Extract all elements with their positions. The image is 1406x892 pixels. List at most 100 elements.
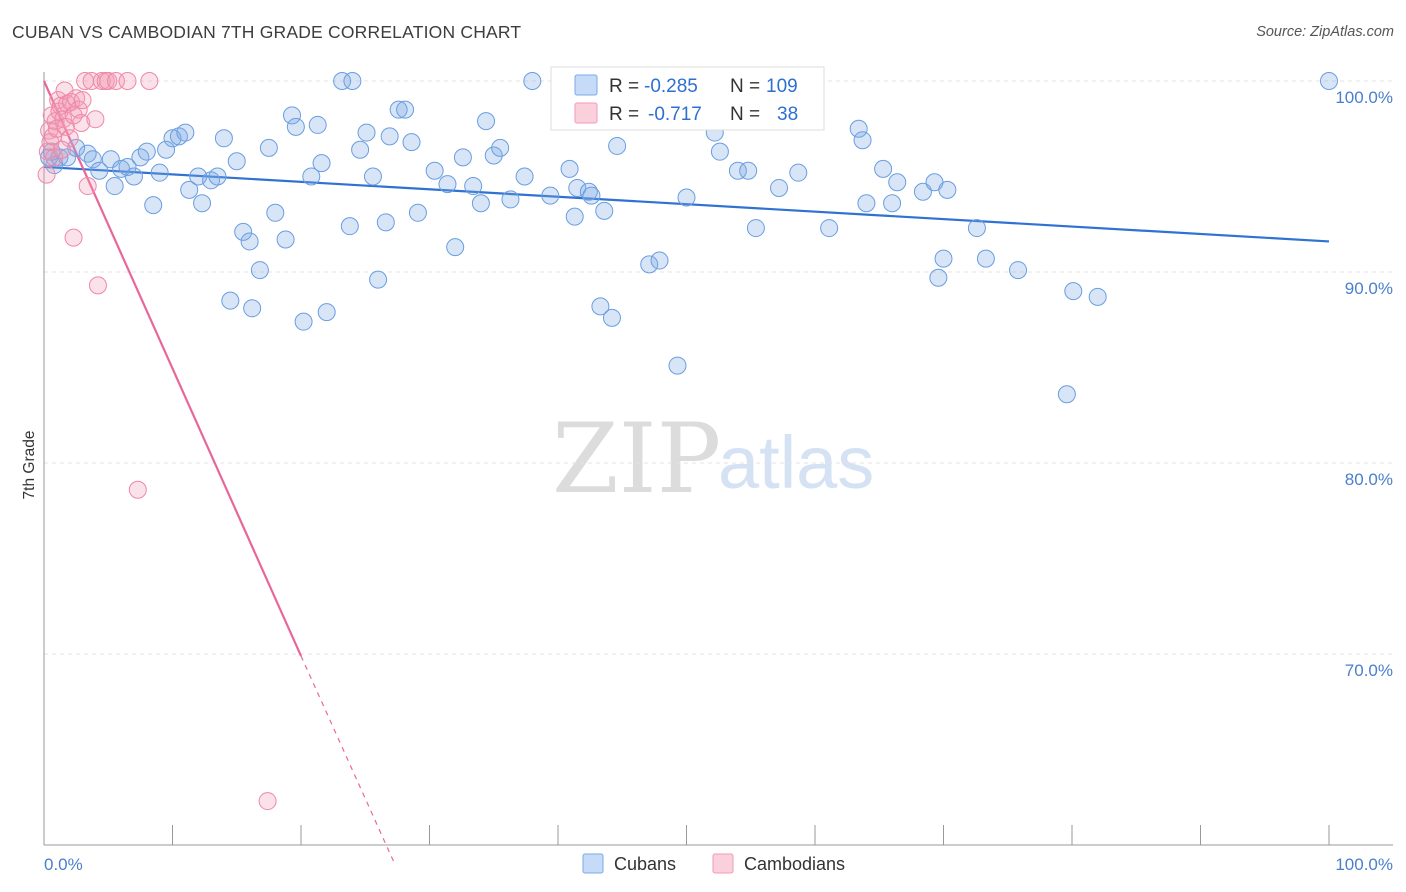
- cubans-point: [396, 100, 415, 119]
- cubans-point: [515, 167, 534, 186]
- cubans-point: [380, 127, 399, 146]
- cubans-point: [640, 255, 659, 274]
- x-tick-label-0: 0.0%: [44, 855, 83, 874]
- cubans-point: [351, 140, 370, 159]
- cambodians-point: [47, 119, 66, 138]
- cubans-point: [560, 159, 579, 178]
- cubans-point: [883, 194, 902, 213]
- cubans-point: [214, 129, 233, 148]
- cubans-point: [137, 142, 156, 161]
- cubans-point: [491, 138, 510, 157]
- cubans-point: [477, 112, 496, 131]
- cubans-point: [376, 213, 395, 232]
- cubans-point: [250, 261, 269, 280]
- cambodians-point: [99, 72, 118, 90]
- cambodians-point: [88, 276, 107, 295]
- cubans-point: [501, 190, 520, 209]
- cubans-point: [608, 136, 627, 155]
- trend-lines: [42, 80, 1330, 865]
- cubans-point: [471, 194, 490, 213]
- cubans-point: [710, 142, 729, 161]
- cubans-point: [308, 115, 327, 134]
- cubans-point: [369, 270, 388, 289]
- legend-r-label-cambodians: R =: [609, 104, 639, 125]
- cambodians-point: [52, 140, 71, 159]
- cubans-point: [357, 123, 376, 142]
- y-tick-label-1: 90.0%: [1345, 279, 1393, 298]
- cubans-point: [565, 207, 584, 226]
- cubans-point: [302, 167, 321, 186]
- cambodians-point: [37, 165, 56, 184]
- legend-r-label-cubans: R =: [609, 76, 639, 97]
- legend-swatch-cubans: [574, 74, 598, 96]
- cubans-point: [389, 100, 408, 119]
- cubans-point: [180, 180, 199, 199]
- cambodians-point: [86, 110, 105, 129]
- cambodians-point: [73, 91, 92, 110]
- cubans-point: [446, 238, 465, 257]
- cubans-point: [770, 178, 789, 197]
- cubans-point: [888, 173, 907, 192]
- cambodians-point: [92, 72, 111, 90]
- cubans-point: [976, 249, 995, 268]
- cubans-point: [484, 146, 503, 165]
- cubans-point: [343, 72, 362, 90]
- legend-n-value-cubans: 109: [766, 76, 798, 97]
- bottom-legend-label-cambodians: Cambodians: [744, 854, 845, 874]
- cubans-trend-line: [43, 165, 1330, 243]
- cubans-point: [193, 194, 212, 213]
- legend-swatch-cambodians: [574, 102, 598, 124]
- cambodians-point: [51, 96, 70, 115]
- cubans-point: [541, 186, 560, 205]
- cubans-point: [221, 291, 240, 310]
- cambodians-trend-line-extension: [300, 655, 396, 865]
- cubans-point: [602, 308, 621, 327]
- cubans-point: [739, 161, 758, 180]
- cubans-point: [934, 249, 953, 268]
- cubans-point: [67, 138, 86, 157]
- legend-n-label-cambodians: N =: [730, 104, 760, 125]
- cubans-point: [650, 251, 669, 270]
- cubans-point: [294, 312, 313, 331]
- stats-legend: R = -0.285 N = 109 R = -0.717 N = 38: [550, 66, 825, 131]
- cubans-point: [312, 154, 331, 173]
- source-credit: Source: ZipAtlas.com: [1256, 24, 1394, 40]
- chart-title: CUBAN VS CAMBODIAN 7TH GRADE CORRELATION…: [12, 22, 522, 42]
- cubans-point: [938, 180, 957, 199]
- cubans-point: [568, 178, 587, 197]
- y-tick-label-0: 100.0%: [1335, 88, 1393, 107]
- bottom-legend-swatch-cubans: [582, 853, 604, 874]
- legend-n-label-cubans: N =: [730, 76, 760, 97]
- cubans-point: [857, 194, 876, 213]
- series-legend: Cubans Cambodians: [582, 853, 845, 874]
- watermark-zip: ZIP: [552, 403, 721, 515]
- cambodians-point: [128, 480, 147, 499]
- cubans-point: [333, 72, 352, 90]
- cubans-point: [425, 161, 444, 180]
- cubans-point: [728, 161, 747, 180]
- cubans-point: [1064, 282, 1083, 301]
- cubans-point: [591, 297, 610, 316]
- cubans-point: [402, 133, 421, 152]
- cambodians-point: [45, 148, 64, 167]
- cubans-point: [849, 119, 868, 138]
- cubans-point: [464, 177, 483, 196]
- x-tick-label-1: 100.0%: [1335, 855, 1393, 874]
- cubans-point: [668, 356, 687, 375]
- cubans-point: [929, 268, 948, 287]
- cubans-point: [150, 163, 169, 182]
- cubans-point: [677, 188, 696, 207]
- cubans-point: [240, 232, 259, 251]
- y-tick-label-2: 80.0%: [1345, 470, 1393, 489]
- cubans-point: [286, 117, 305, 136]
- cubans-point: [317, 303, 336, 322]
- cubans-point: [90, 161, 109, 180]
- cubans-point: [582, 186, 601, 205]
- cubans-point: [176, 123, 195, 142]
- y-axis-label: 7th Grade: [21, 431, 38, 500]
- cubans-point: [967, 219, 986, 238]
- cubans-point: [105, 177, 124, 196]
- cubans-point: [340, 217, 359, 236]
- cambodians-point: [78, 177, 97, 196]
